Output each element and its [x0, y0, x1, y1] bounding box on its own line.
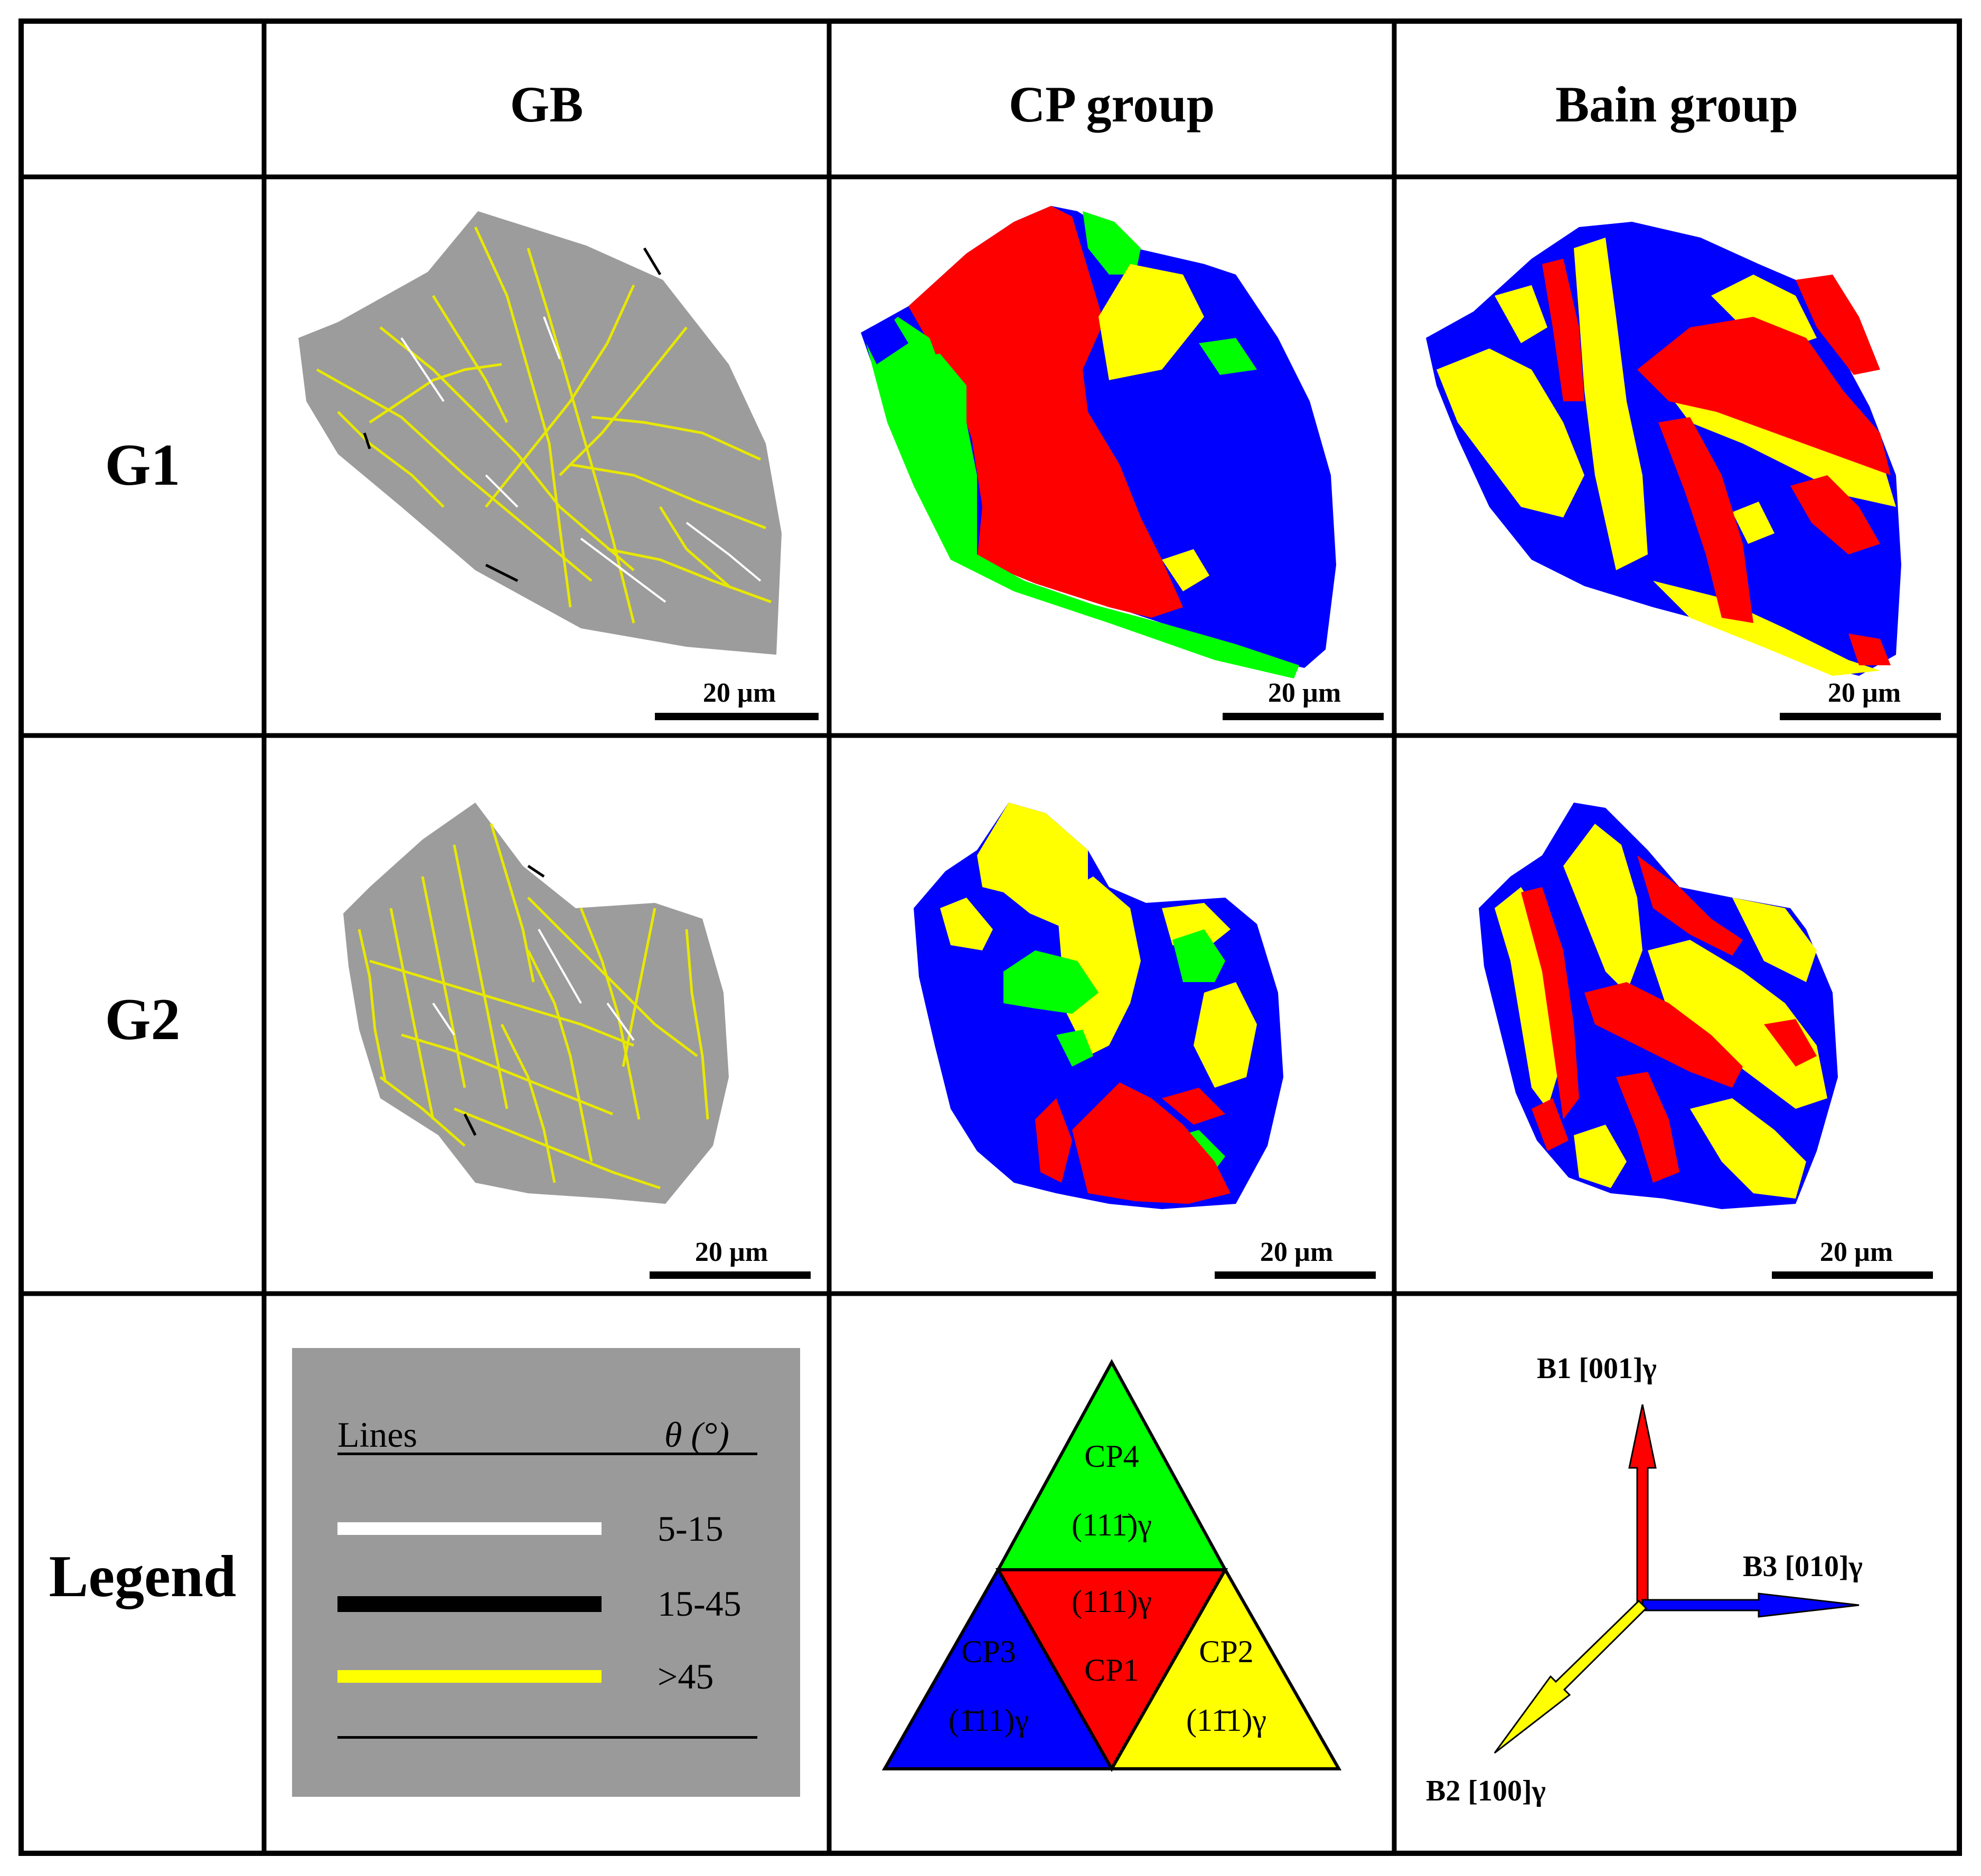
- row-label-g1: G1: [105, 432, 181, 498]
- cp2-name: CP2: [1199, 1634, 1253, 1669]
- cp-legend-triangle: CP4 (111̄)γ (111)γ CP1 CP3 (1̄11)γ CP2 (…: [881, 1359, 1342, 1773]
- scale-label-gb-g1: 20 µm: [702, 678, 776, 708]
- b2-label: B2 [100]γ: [1426, 1775, 1546, 1807]
- scale-bar-cp-g2: [1215, 1271, 1376, 1279]
- gb-map-g2: [343, 803, 729, 1204]
- header-gb: GB: [510, 76, 584, 133]
- b3-label: B3 [010]γ: [1743, 1550, 1863, 1583]
- bain-map-g1: [1426, 222, 1901, 676]
- gb-legend-theta-header: θ (°): [664, 1415, 729, 1455]
- scale-label-bain-g2: 20 µm: [1819, 1237, 1893, 1267]
- bain-legend-axes: [1494, 1404, 1860, 1754]
- b2-arrow: [1494, 1599, 1648, 1754]
- gb-map-g1: [298, 211, 782, 655]
- scale-bar-bain-g2: [1772, 1271, 1933, 1279]
- scale-bar-gb-g1: [655, 713, 819, 720]
- cp2-plane: (11̄1)γ: [1186, 1703, 1266, 1738]
- cp1-plane: (111)γ: [1072, 1584, 1152, 1619]
- b3-arrow: [1641, 1592, 1860, 1618]
- gb-legend-footer-rule: [337, 1736, 757, 1739]
- gb-legend-line-black: [337, 1596, 602, 1612]
- cp-map-g1: [861, 206, 1336, 678]
- scale-bar-bain-g1: [1780, 713, 1941, 720]
- scale-label-cp-g1: 20 µm: [1268, 678, 1341, 708]
- scale-label-gb-g2: 20 µm: [694, 1237, 768, 1267]
- cp-map-g2: [914, 803, 1283, 1209]
- bain-map-g2: [1479, 803, 1838, 1209]
- b1-arrow: [1628, 1404, 1657, 1606]
- gb-legend-line-white: [337, 1522, 602, 1535]
- cp3-region: [881, 1566, 1115, 1770]
- row-label-g2: G2: [105, 987, 181, 1052]
- b1-label: B1 [001]γ: [1537, 1352, 1657, 1385]
- scale-bar-gb-g2: [650, 1271, 811, 1279]
- gb-legend-box: Lines θ (°) 5-15 15-45 >45: [292, 1348, 800, 1797]
- scale-label-bain-g1: 20 µm: [1827, 678, 1901, 708]
- cp1-name: CP1: [1084, 1653, 1139, 1688]
- gb-legend-line-yellow: [337, 1670, 602, 1683]
- header-cp-group: CP group: [1008, 76, 1215, 133]
- gb-legend-lines-header: Lines: [337, 1415, 418, 1455]
- cp4-plane: (111̄)γ: [1072, 1507, 1152, 1542]
- scale-bar-cp-g1: [1223, 713, 1384, 720]
- cp2-region: [1109, 1566, 1342, 1770]
- cp3-plane: (1̄11)γ: [949, 1703, 1029, 1738]
- gb-legend-header-rule: [337, 1453, 757, 1455]
- header-bain-group: Bain group: [1555, 76, 1798, 133]
- cp3-name: CP3: [961, 1634, 1016, 1669]
- gb-legend-range-gt45: >45: [658, 1656, 714, 1696]
- gb-legend-range-5-15: 5-15: [658, 1509, 724, 1549]
- scale-label-cp-g2: 20 µm: [1260, 1237, 1334, 1267]
- gb-legend-range-15-45: 15-45: [658, 1583, 741, 1624]
- cp4-name: CP4: [1084, 1439, 1139, 1474]
- row-label-legend: Legend: [49, 1544, 237, 1609]
